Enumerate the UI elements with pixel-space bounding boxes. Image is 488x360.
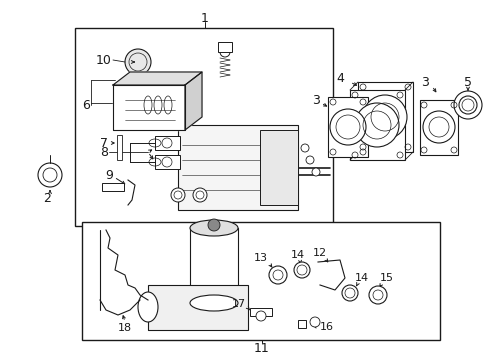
Text: 11: 11 (254, 342, 269, 355)
Ellipse shape (190, 220, 238, 236)
Bar (102, 183, 124, 191)
Polygon shape (113, 85, 184, 130)
Text: 4: 4 (335, 72, 343, 85)
Polygon shape (317, 260, 345, 290)
Circle shape (458, 96, 476, 114)
Bar (419, 100, 457, 155)
Text: 2: 2 (43, 192, 51, 204)
Circle shape (38, 163, 62, 187)
Circle shape (311, 168, 319, 176)
Circle shape (162, 138, 172, 148)
Circle shape (220, 47, 229, 57)
Ellipse shape (138, 292, 158, 322)
Bar (155, 155, 180, 169)
Circle shape (354, 103, 398, 147)
Circle shape (162, 157, 172, 167)
Circle shape (309, 317, 319, 327)
Bar (178, 125, 297, 210)
Circle shape (329, 109, 365, 145)
Text: 5: 5 (463, 76, 471, 89)
Text: 14: 14 (354, 273, 368, 283)
Bar (357, 82, 412, 152)
Circle shape (171, 188, 184, 202)
Text: 15: 15 (379, 273, 393, 283)
Text: 14: 14 (290, 250, 305, 260)
Bar (155, 136, 180, 150)
Circle shape (453, 91, 481, 119)
Bar (218, 42, 231, 52)
Bar (260, 130, 297, 205)
Polygon shape (113, 72, 202, 85)
Text: 3: 3 (420, 76, 428, 89)
Text: 10: 10 (96, 54, 112, 67)
Bar (297, 320, 305, 328)
Text: 1: 1 (201, 12, 208, 24)
Circle shape (305, 156, 313, 164)
Circle shape (207, 219, 220, 231)
Bar (249, 308, 271, 316)
Bar (327, 97, 367, 157)
Circle shape (256, 311, 265, 321)
Bar (82, 222, 439, 340)
Text: 6: 6 (82, 99, 90, 112)
Circle shape (362, 95, 406, 139)
Text: 16: 16 (319, 322, 333, 332)
Text: 7: 7 (100, 136, 108, 149)
Text: 18: 18 (118, 323, 132, 333)
Text: 12: 12 (312, 248, 326, 258)
Text: 8: 8 (100, 145, 108, 158)
Circle shape (301, 144, 308, 152)
Ellipse shape (190, 295, 238, 311)
Circle shape (341, 285, 357, 301)
Circle shape (268, 266, 286, 284)
Bar (349, 90, 404, 160)
Bar (75, 28, 332, 226)
Bar (148, 285, 247, 330)
Text: 3: 3 (311, 94, 319, 107)
Circle shape (422, 111, 454, 143)
Circle shape (193, 188, 206, 202)
Bar (117, 135, 122, 160)
Text: 17: 17 (231, 299, 245, 309)
Text: 9: 9 (105, 168, 113, 181)
Text: 13: 13 (253, 253, 267, 263)
Bar (190, 228, 238, 303)
Circle shape (125, 49, 151, 75)
Circle shape (368, 286, 386, 304)
Polygon shape (184, 72, 202, 130)
Circle shape (293, 262, 309, 278)
